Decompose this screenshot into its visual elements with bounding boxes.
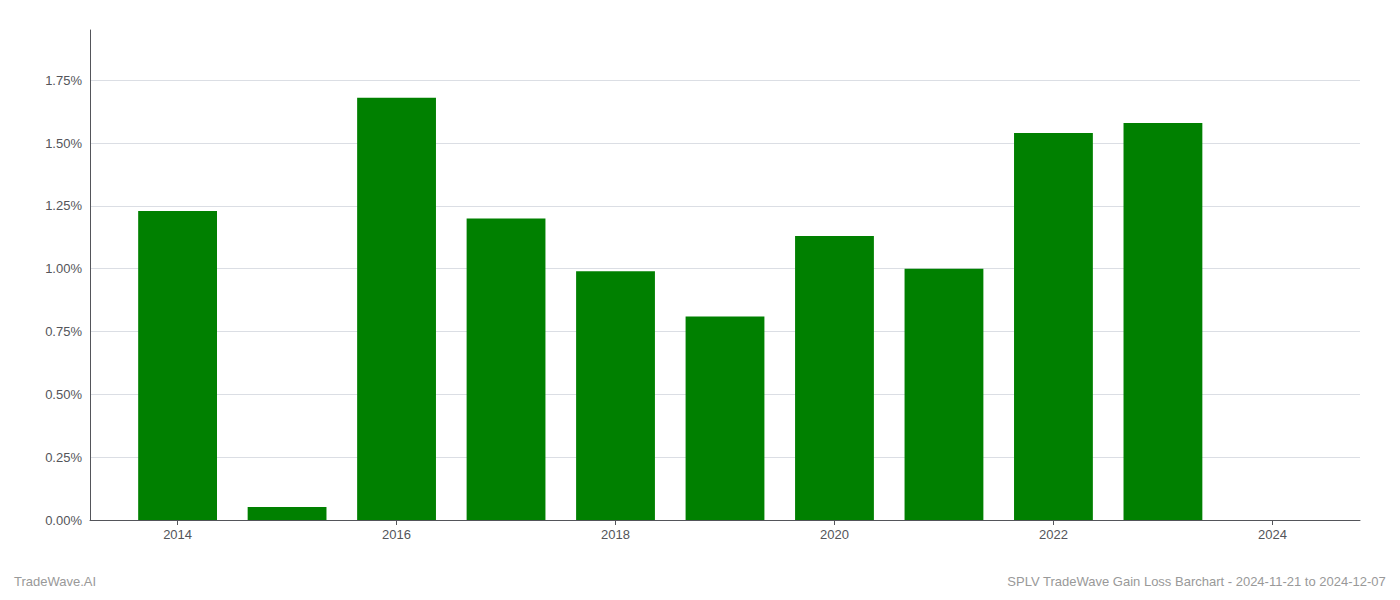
svg-text:0.00%: 0.00%: [45, 513, 82, 528]
svg-text:1.00%: 1.00%: [45, 261, 82, 276]
svg-text:0.75%: 0.75%: [45, 324, 82, 339]
svg-text:1.25%: 1.25%: [45, 198, 82, 213]
svg-text:TradeWave.AI: TradeWave.AI: [14, 574, 96, 589]
svg-text:SPLV TradeWave Gain Loss Barch: SPLV TradeWave Gain Loss Barchart - 2024…: [1007, 574, 1385, 589]
svg-text:1.75%: 1.75%: [45, 73, 82, 88]
svg-text:2024: 2024: [1258, 527, 1287, 542]
svg-text:0.50%: 0.50%: [45, 387, 82, 402]
svg-text:2018: 2018: [601, 527, 630, 542]
svg-text:2014: 2014: [163, 527, 192, 542]
svg-text:2020: 2020: [820, 527, 849, 542]
svg-text:1.50%: 1.50%: [45, 136, 82, 151]
svg-text:2022: 2022: [1039, 527, 1068, 542]
svg-text:0.25%: 0.25%: [45, 450, 82, 465]
svg-text:2016: 2016: [382, 527, 411, 542]
